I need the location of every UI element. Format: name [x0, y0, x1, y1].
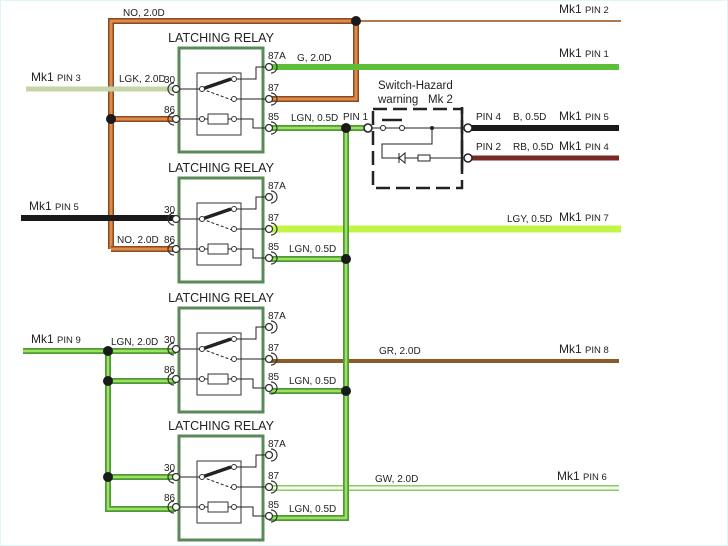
label-g: G, 2.0D — [297, 53, 331, 64]
pin-label-p30: 30 — [164, 335, 176, 346]
terminal-icon — [264, 322, 274, 332]
switch-pin4: PIN 4 — [476, 112, 501, 123]
terminal-icon — [264, 482, 274, 492]
pin-label-p85: 85 — [268, 500, 280, 511]
connector-label-mk1-pin2: Mk1 PIN 2 — [559, 2, 609, 16]
connector-label-mk1-pin8: Mk1 PIN 8 — [559, 342, 609, 356]
pin-label-p86: 86 — [164, 493, 176, 504]
pin-label-p87: 87 — [268, 471, 280, 482]
label-lgn-4: LGN, 0.5D — [289, 504, 336, 515]
terminal-icon — [264, 192, 274, 202]
connector-label-mk1-pin1: Mk1 PIN 1 — [559, 46, 609, 60]
latching-relay[interactable]: LATCHING RELAY 30 86 87A 87 85 — [164, 31, 286, 154]
label-rb: RB, 0.5D — [513, 142, 554, 153]
pin-label-p85: 85 — [268, 372, 280, 383]
label-lgy: LGY, 0.5D — [507, 214, 552, 225]
terminal-icon — [171, 374, 181, 384]
pin-label-p86: 86 — [164, 105, 176, 116]
pin-label-p87a: 87A — [268, 311, 286, 322]
relay-title: LATCHING RELAY — [168, 419, 274, 433]
label-lgn-3: LGN, 0.5D — [289, 376, 336, 387]
pin-label-p87: 87 — [268, 83, 280, 94]
relay-title: LATCHING RELAY — [168, 291, 274, 305]
pin-label-p85: 85 — [268, 242, 280, 253]
terminal-icon — [264, 511, 274, 521]
label-gr: GR, 2.0D — [379, 346, 421, 357]
connector-label-mk1-pin3: Mk1 PIN 3 — [31, 70, 81, 84]
connector-label-mk1-pin9: Mk1 PIN 9 — [31, 332, 81, 346]
connector-label-mk1-pin7: Mk1 PIN 7 — [559, 210, 609, 224]
junction-dots — [103, 16, 361, 482]
latching-relay[interactable]: LATCHING RELAY 30 86 87A 87 85 — [164, 291, 286, 414]
terminal-icon — [171, 214, 181, 224]
pin-label-p86: 86 — [164, 365, 176, 376]
terminal-icon — [171, 472, 181, 482]
switch-mk2: Mk 2 — [428, 94, 453, 106]
connector-label-mk1-pin5-right: Mk1 PIN 5 — [559, 109, 609, 123]
connector-label-mk1-pin5-left: Mk1 PIN 5 — [29, 199, 79, 213]
terminal-icon — [264, 383, 274, 393]
pin-label-p87a: 87A — [268, 439, 286, 450]
pin-label-p87: 87 — [268, 213, 280, 224]
pin-label-p87a: 87A — [268, 181, 286, 192]
label-lgk: LGK, 2.0D — [119, 74, 166, 85]
switch-title-1: Switch-Hazard — [378, 80, 453, 92]
terminal-icon — [171, 244, 181, 254]
terminal-icon — [171, 344, 181, 354]
terminal-icon — [264, 253, 274, 263]
terminal-icon — [171, 502, 181, 512]
hazard-switch[interactable] — [363, 107, 473, 190]
label-gw: GW, 2.0D — [375, 474, 418, 485]
latching-relay[interactable]: LATCHING RELAY 30 86 87A 87 85 — [164, 161, 286, 284]
pin-label-p30: 30 — [164, 75, 176, 86]
connector-label-mk1-pin4: Mk1 PIN 4 — [559, 139, 609, 153]
label-lgn-in: LGN, 2.0D — [111, 337, 158, 348]
switch-title-2: warning — [377, 94, 418, 106]
pin-label-p87: 87 — [268, 343, 280, 354]
relay-title: LATCHING RELAY — [168, 31, 274, 45]
terminal-icon — [264, 224, 274, 234]
terminal-icon — [171, 84, 181, 94]
relay-title: LATCHING RELAY — [168, 161, 274, 175]
terminal-icon — [171, 114, 181, 124]
pin-label-p85: 85 — [268, 112, 280, 123]
pin-label-p87a: 87A — [268, 51, 286, 62]
label-no-top: NO, 2.0D — [123, 8, 165, 19]
label-lgn-2: LGN, 0.5D — [289, 244, 336, 255]
connector-label-mk1-pin6: Mk1 PIN 6 — [557, 469, 607, 483]
terminal-icon — [264, 123, 274, 133]
switch-pin2: PIN 2 — [476, 142, 501, 153]
switch-pin1: PIN 1 — [343, 112, 368, 123]
label-lgn-1: LGN, 0.5D — [291, 113, 338, 124]
latching-relay[interactable]: LATCHING RELAY 30 86 87A 87 85 — [164, 419, 286, 542]
terminal-icon — [264, 94, 274, 104]
label-b: B, 0.5D — [513, 112, 546, 123]
pin-label-p86: 86 — [164, 235, 176, 246]
pin-label-p30: 30 — [164, 463, 176, 474]
label-no-bottom: NO, 2.0D — [117, 235, 159, 246]
terminal-icon — [264, 354, 274, 364]
pin-label-p30: 30 — [164, 205, 176, 216]
terminal-icon — [264, 450, 274, 460]
terminal-icon — [264, 62, 274, 72]
